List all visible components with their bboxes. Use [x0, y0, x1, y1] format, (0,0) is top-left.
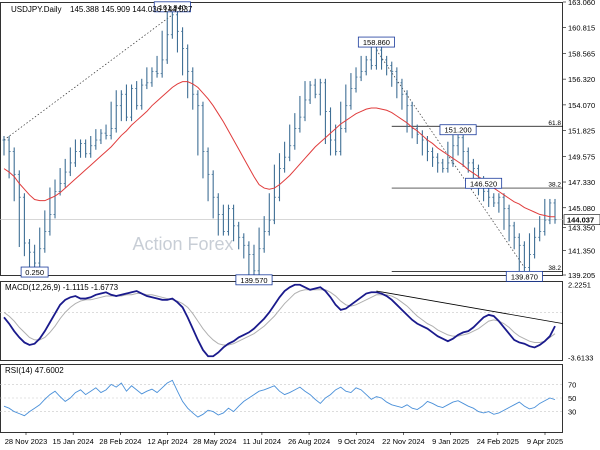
last-price-box [563, 214, 600, 226]
panel-frame [0, 281, 563, 361]
panel-frames [0, 2, 563, 433]
price-panel: 163.060 160.815 158.565 156.320 154.070 151.8… [0, 0, 600, 286]
fib-level-label: 38.2 [548, 182, 561, 189]
price-annotation-box [465, 177, 503, 189]
price-annotation-box [235, 274, 273, 286]
x-tick-label: 9 Oct 2024 [338, 437, 375, 446]
y-tick-label: 151.825 [568, 127, 595, 136]
macd-y-tick-label: -3.6133 [568, 354, 593, 363]
y-tick-label: 143.350 [568, 224, 595, 233]
price-annotation-label: 139.870 [511, 272, 538, 281]
y-tick-label: 158.565 [568, 49, 595, 58]
price-panel-title: USDJPY.Daily [11, 5, 62, 14]
y-tick-label: 145.080 [568, 204, 595, 213]
y-tick-label: 139.205 [568, 271, 595, 280]
fib-level-label: 61.8 [548, 120, 561, 127]
price-annotation-box [357, 36, 395, 48]
x-tick-label: 24 Feb 2025 [477, 437, 519, 446]
ohlc-readout: 145.388 145.909 144.036 144.037 [70, 5, 193, 14]
price-annotation-label: 146.520 [470, 179, 497, 188]
rsi-panel-title: RSI(14) 47.6002 [5, 366, 64, 375]
x-tick-label: 28 Feb 2024 [99, 437, 141, 446]
y-tick-label: 160.815 [568, 24, 595, 33]
macd-y-tick-label: 2.2251 [568, 280, 591, 289]
x-tick-label: 11 Jul 2024 [243, 437, 281, 446]
rsi-y-tick-label: 70 [568, 380, 576, 389]
panel-frame [0, 2, 563, 276]
x-axis: 28 Nov 2023 15 Jan 2024 28 Feb 2024 12 Apr … [5, 432, 563, 446]
price-annotation-box [439, 124, 477, 136]
x-tick-label: 28 Nov 2023 [5, 437, 48, 446]
x-tick-label: 28 May 2024 [193, 437, 236, 446]
macd-panel-title: MACD(12,26,9) -1.1115 -1.6773 [5, 283, 119, 292]
rsi-panel: 70 50 30 [0, 379, 576, 418]
price-annotation-label: 161.940 [159, 3, 186, 12]
rsi-line [3, 379, 556, 418]
y-tick-label: 141.350 [568, 246, 595, 255]
x-tick-label: 9 Jan 2025 [432, 437, 469, 446]
rsi-y-tick-label: 30 [568, 408, 576, 417]
macd-trendline [376, 290, 564, 325]
price-annotation-label: 0.250 [25, 268, 44, 277]
macd-line [3, 283, 556, 358]
x-tick-label: 22 Nov 2024 [382, 437, 425, 446]
y-tick-label: 163.060 [568, 0, 595, 7]
y-tick-label: 147.330 [568, 178, 595, 187]
macd-panel: 2.2251 -3.6133 [0, 280, 593, 363]
x-tick-label: 26 Aug 2024 [288, 437, 330, 446]
macd-signal-line [3, 289, 556, 346]
last-price-label: 144.037 [567, 216, 594, 225]
x-tick-label: 9 Apr 2025 [527, 437, 563, 446]
price-annotation-box [505, 270, 543, 282]
y-tick-label: 156.320 [568, 75, 595, 84]
price-annotation-box [20, 266, 49, 278]
trendline [376, 49, 525, 268]
x-tick-label: 12 Apr 2024 [147, 437, 187, 446]
moving-average-line [3, 81, 555, 218]
panel-frame [0, 364, 563, 433]
price-annotation-box [153, 1, 191, 13]
price-annotation-label: 158.860 [363, 38, 390, 47]
y-tick-label: 149.575 [568, 152, 595, 161]
rsi-y-tick-label: 50 [568, 394, 576, 403]
price-annotation-label: 151.200 [445, 126, 472, 135]
watermark-text: Action Forex [132, 234, 233, 254]
x-tick-label: 15 Jan 2024 [53, 437, 94, 446]
price-annotation-label: 139.570 [240, 276, 267, 285]
fib-level-label: 38.2 [548, 265, 561, 272]
y-tick-label: 154.070 [568, 101, 595, 110]
